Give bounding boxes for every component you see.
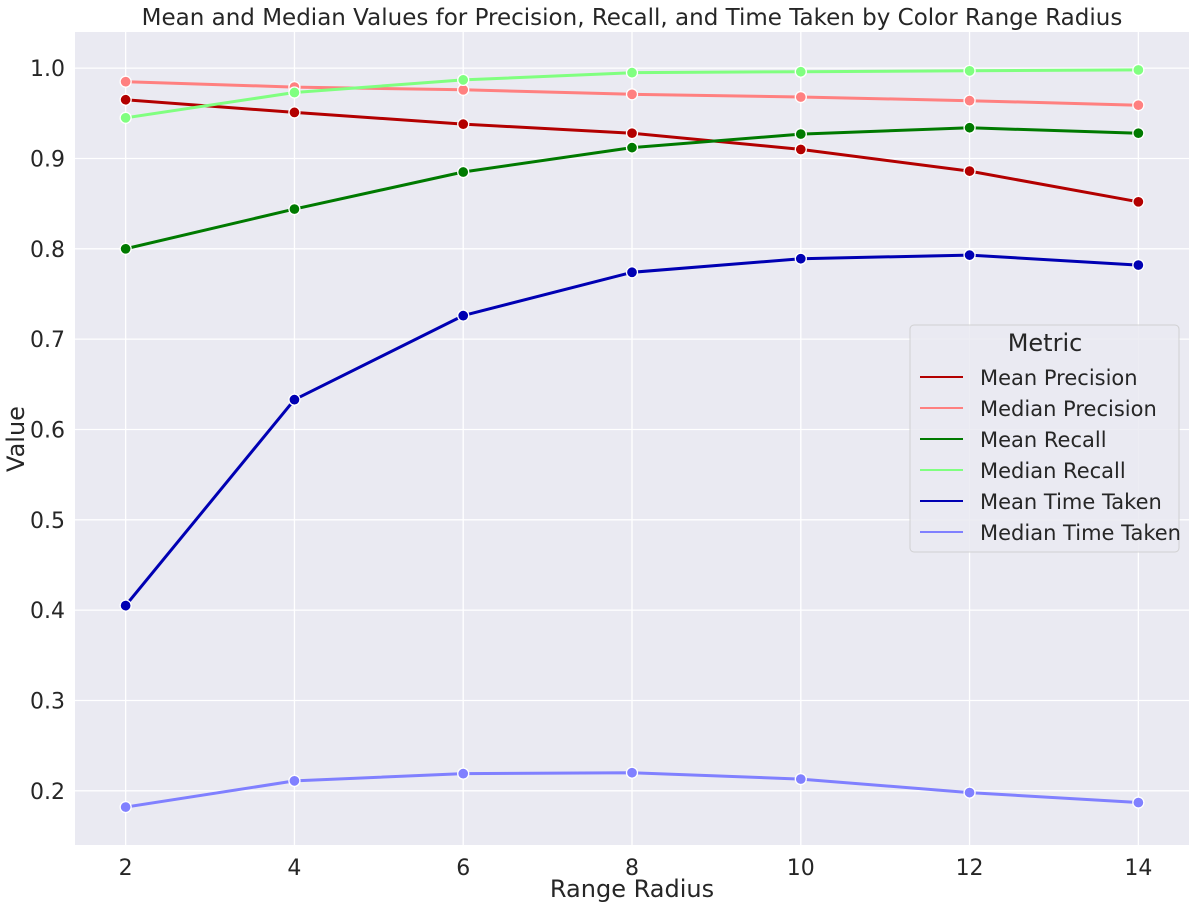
legend-label: Mean Recall (980, 428, 1107, 452)
y-tick-label: 0.2 (30, 780, 65, 805)
legend-label: Mean Precision (980, 366, 1138, 390)
data-point-median-precision (1132, 99, 1145, 112)
legend-label: Median Recall (980, 459, 1126, 483)
series-mean-precision (119, 93, 1145, 208)
data-point-median-time-taken (794, 772, 807, 786)
data-point-median-precision (119, 75, 132, 88)
data-point-mean-time-taken (119, 599, 132, 612)
x-tick-label: 12 (956, 856, 984, 881)
data-point-median-time-taken (625, 766, 639, 779)
x-tick-label: 8 (625, 856, 639, 881)
data-point-median-recall (288, 86, 301, 99)
data-point-median-precision (625, 88, 639, 101)
data-point-mean-recall (794, 127, 807, 141)
data-point-mean-time-taken (457, 309, 470, 322)
y-tick-label: 0.8 (30, 238, 65, 263)
data-point-mean-recall (119, 242, 132, 255)
x-tick-label: 4 (287, 856, 301, 881)
y-tick-label: 0.4 (30, 599, 65, 624)
data-point-median-recall (963, 64, 976, 77)
data-point-mean-recall (288, 202, 301, 216)
legend-item-mean-precision: Mean Precision (920, 366, 1138, 390)
data-point-median-precision (794, 90, 807, 104)
legend-item-mean-time-taken: Mean Time Taken (920, 490, 1162, 514)
data-point-mean-precision (119, 93, 132, 106)
x-tick-label: 6 (456, 856, 470, 881)
data-point-mean-recall (963, 121, 976, 134)
x-tick-label: 2 (119, 856, 133, 881)
data-point-mean-precision (288, 106, 301, 119)
data-point-mean-recall (1132, 127, 1145, 140)
data-point-median-recall (625, 66, 639, 79)
legend-item-median-precision: Median Precision (920, 397, 1157, 421)
data-point-mean-precision (963, 164, 976, 178)
data-point-mean-time-taken (963, 248, 976, 262)
data-point-median-recall (119, 111, 132, 124)
x-axis-label: Range Radius (550, 875, 714, 903)
y-tick-label: 0.3 (30, 689, 65, 714)
y-tick-label: 0.6 (30, 418, 65, 443)
legend-label: Mean Time Taken (980, 490, 1162, 514)
data-point-mean-precision (457, 117, 470, 131)
x-tick-label: 14 (1124, 856, 1152, 881)
data-point-mean-time-taken (625, 266, 639, 279)
y-tick-label: 0.9 (30, 147, 65, 172)
legend-box (909, 324, 1180, 553)
data-point-median-precision (963, 94, 976, 107)
series-median-recall (119, 63, 1145, 124)
legend-items: Mean Precision Median Precision Mean Recal… (920, 366, 1181, 545)
data-point-mean-precision (1132, 195, 1145, 208)
legend-item-median-time-taken: Median Time Taken (920, 521, 1181, 545)
data-point-median-recall (794, 65, 807, 78)
data-point-median-recall (457, 73, 470, 87)
data-point-mean-time-taken (1132, 258, 1145, 272)
chart-title: Mean and Median Values for Precision, Re… (142, 5, 1123, 31)
data-point-mean-time-taken (288, 393, 301, 406)
data-point-mean-precision (794, 143, 807, 156)
y-tick-label: 0.5 (30, 509, 65, 534)
data-point-mean-recall (457, 165, 470, 179)
y-axis-label: Value (2, 406, 30, 472)
y-tick-label: 0.7 (30, 328, 65, 353)
data-point-mean-time-taken (794, 252, 807, 265)
y-tick-label: 1.0 (30, 57, 65, 82)
series-lines (119, 63, 1145, 814)
legend-item-median-recall: Median Recall (920, 459, 1126, 483)
data-point-median-recall (1132, 63, 1145, 77)
data-point-median-time-taken (1132, 796, 1145, 809)
data-point-median-time-taken (119, 800, 132, 814)
series-mean-time-taken (119, 248, 1145, 612)
legend-label: Median Time Taken (980, 521, 1181, 545)
series-median-time-taken (119, 766, 1145, 814)
legend-label: Median Precision (980, 397, 1157, 421)
data-point-mean-recall (625, 141, 639, 154)
data-point-mean-precision (625, 127, 639, 140)
legend-title: Metric (1008, 329, 1083, 357)
data-point-median-time-taken (288, 774, 301, 788)
data-point-median-time-taken (963, 786, 976, 799)
data-point-median-time-taken (457, 767, 470, 780)
x-tick-label: 10 (787, 856, 815, 881)
legend-item-mean-recall: Mean Recall (920, 428, 1107, 452)
series-mean-recall (119, 121, 1145, 255)
tick-labels: 0.2 0.3 0.4 0.5 0.6 0.7 0.8 0.9 1.0 2 4 6 8 10 12 14 (30, 57, 1152, 881)
